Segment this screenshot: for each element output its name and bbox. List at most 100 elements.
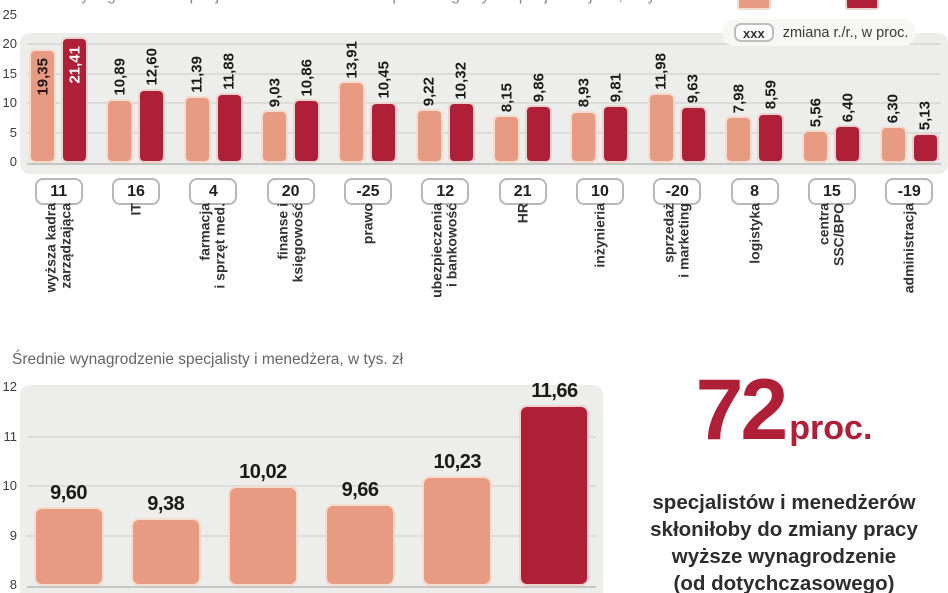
yoy-box-cell: 10 bbox=[561, 177, 638, 205]
top-chart-group: 7,98 8,59 bbox=[716, 33, 793, 163]
category-cell: farmacja i sprzęt med. bbox=[175, 208, 252, 348]
bar: 9,66 bbox=[325, 504, 395, 586]
bar-value-label: 9,63 bbox=[686, 74, 701, 103]
bottom-chart-group: 9,38 bbox=[117, 385, 214, 586]
callout-number-row: 72proc. bbox=[620, 370, 948, 475]
bar: 13,91 bbox=[338, 81, 365, 163]
bottom-chart-group: 10,02 bbox=[214, 385, 311, 586]
bar-value-label: 8,59 bbox=[763, 80, 778, 109]
top-chart-categories: wyższa kadra zarządzającaITfarmacja i sp… bbox=[20, 208, 948, 348]
yoy-change-row: 1116420-25122110-20815-19 bbox=[20, 177, 948, 205]
category-cell: inżynieria bbox=[561, 208, 638, 348]
top-chart-group: 9,2210,32 bbox=[407, 33, 484, 163]
bar-value-label: 10,32 bbox=[454, 62, 469, 100]
bar: 9,03 bbox=[261, 110, 288, 163]
callout-72-percent: 72proc. specjalistów i menedżerów skłoni… bbox=[620, 370, 948, 593]
bar: 9,38 bbox=[131, 518, 201, 586]
bar-value-label: 8,15 bbox=[499, 83, 514, 112]
bar: 8,93 bbox=[570, 111, 597, 164]
yoy-legend-label: zmiana r./r., w proc. bbox=[783, 25, 909, 41]
yoy-box-cell: -25 bbox=[329, 177, 406, 205]
bar-value-label: 6,40 bbox=[840, 93, 855, 122]
bar: 9,63 bbox=[680, 106, 707, 163]
bar-value-label: 9,66 bbox=[342, 479, 379, 502]
top-chart-group: 13,9110,45 bbox=[329, 33, 406, 163]
top-chart-group: 8,939,81 bbox=[561, 33, 638, 163]
bar-value-label: 13,91 bbox=[344, 41, 359, 79]
callout-big-number: 72 bbox=[696, 362, 786, 458]
bar: 5,56 bbox=[802, 130, 829, 163]
bar-value-label: 9,38 bbox=[147, 493, 184, 516]
bottom-chart-group: 9,60 bbox=[20, 385, 117, 586]
category-label: inżynieria bbox=[592, 203, 607, 353]
category-cell: IT bbox=[97, 208, 174, 348]
bar: 8,15 bbox=[493, 115, 520, 163]
bar-value-label: 10,86 bbox=[299, 59, 314, 97]
bar: 6,30 bbox=[880, 126, 907, 163]
bar-value-label: 11,88 bbox=[222, 53, 237, 90]
yoy-change-badge: 11 bbox=[35, 178, 83, 205]
bar: 10,89 bbox=[106, 99, 133, 163]
bar-value-label: 11,98 bbox=[654, 53, 669, 90]
callout-text: specjalistów i menedżerów skłoniłoby do … bbox=[620, 489, 948, 593]
y-tick-label: 15 bbox=[0, 66, 17, 82]
category-cell: logistyka bbox=[716, 208, 793, 348]
y-tick-label: 9 bbox=[0, 528, 17, 544]
bar-value-label: 9,86 bbox=[531, 73, 546, 102]
bottom-chart-group: 11,66 bbox=[506, 385, 603, 586]
yoy-change-badge: -20 bbox=[653, 178, 701, 205]
top-chart-group: 5,56 6,40 bbox=[793, 33, 870, 163]
bar: 21,41 bbox=[61, 37, 88, 163]
category-cell: finanse i księgowość bbox=[252, 208, 329, 348]
bar: 11,98 bbox=[648, 93, 675, 163]
category-cell: administracja bbox=[871, 208, 948, 348]
y-tick-label: 25 bbox=[0, 7, 17, 23]
axis-baseline bbox=[27, 163, 941, 165]
bar: 9,22 bbox=[416, 109, 443, 163]
bar-value-label: 9,22 bbox=[422, 77, 437, 106]
category-label: ubezpieczenia i bankowość bbox=[430, 203, 461, 353]
bar: 9,81 bbox=[602, 105, 629, 163]
bar: 5,13 bbox=[912, 133, 939, 163]
category-label: centra SSC/BPO bbox=[817, 203, 848, 353]
yoy-box-cell: 15 bbox=[793, 177, 870, 205]
top-chart-group: 19,35 21,41 bbox=[20, 33, 97, 163]
bar: 10,45 bbox=[370, 102, 397, 163]
yoy-change-badge: 12 bbox=[421, 178, 469, 205]
bar-value-label: 10,89 bbox=[112, 58, 127, 96]
bar-value-label: 12,60 bbox=[144, 48, 159, 86]
top-chart-bars: 19,3521,4110,8912,6011,3911,889,0310,861… bbox=[20, 33, 948, 163]
yoy-change-badge: 21 bbox=[499, 178, 547, 205]
yoy-legend: xxx zmiana r./r., w proc. bbox=[722, 19, 916, 46]
category-cell: sprzedaż i marketing bbox=[639, 208, 716, 348]
bar: 11,39 bbox=[184, 96, 211, 163]
y-tick-label: 0 bbox=[0, 154, 17, 170]
callout-unit: proc. bbox=[789, 409, 872, 447]
bar: 10,02 bbox=[228, 486, 298, 586]
yoy-change-badge: -19 bbox=[885, 178, 933, 205]
bar-value-label: 9,60 bbox=[50, 482, 87, 505]
bar-value-label: 8,93 bbox=[576, 78, 591, 107]
bar-value-label: 7,98 bbox=[731, 84, 746, 113]
bar-value-label: 10,23 bbox=[433, 451, 481, 474]
category-label: IT bbox=[128, 203, 143, 353]
yoy-change-badge: 10 bbox=[576, 178, 624, 205]
bar: 19,35 bbox=[29, 49, 56, 163]
yoy-box-cell: 21 bbox=[484, 177, 561, 205]
bar: 8,59 bbox=[757, 113, 784, 164]
bottom-chart-title: Średnie wynagrodzenie specjalisty i mene… bbox=[12, 351, 403, 369]
y-tick-label: 10 bbox=[0, 478, 17, 494]
bar: 10,86 bbox=[293, 99, 320, 163]
category-label: HR bbox=[515, 203, 530, 353]
bar-value-label: 19,35 bbox=[35, 58, 50, 96]
top-chart-group: 6,305,13 bbox=[871, 33, 948, 163]
yoy-box-cell: 8 bbox=[716, 177, 793, 205]
category-cell: centra SSC/BPO bbox=[793, 208, 870, 348]
category-label: administracja bbox=[902, 203, 917, 353]
bottom-chart-group: 10,23 bbox=[409, 385, 506, 586]
yoy-change-badge: 16 bbox=[112, 178, 160, 205]
bar: 9,86 bbox=[525, 105, 552, 163]
bar-value-label: 11,39 bbox=[190, 56, 205, 93]
bar: 10,32 bbox=[448, 102, 475, 163]
category-cell: ubezpieczenia i bankowość bbox=[407, 208, 484, 348]
